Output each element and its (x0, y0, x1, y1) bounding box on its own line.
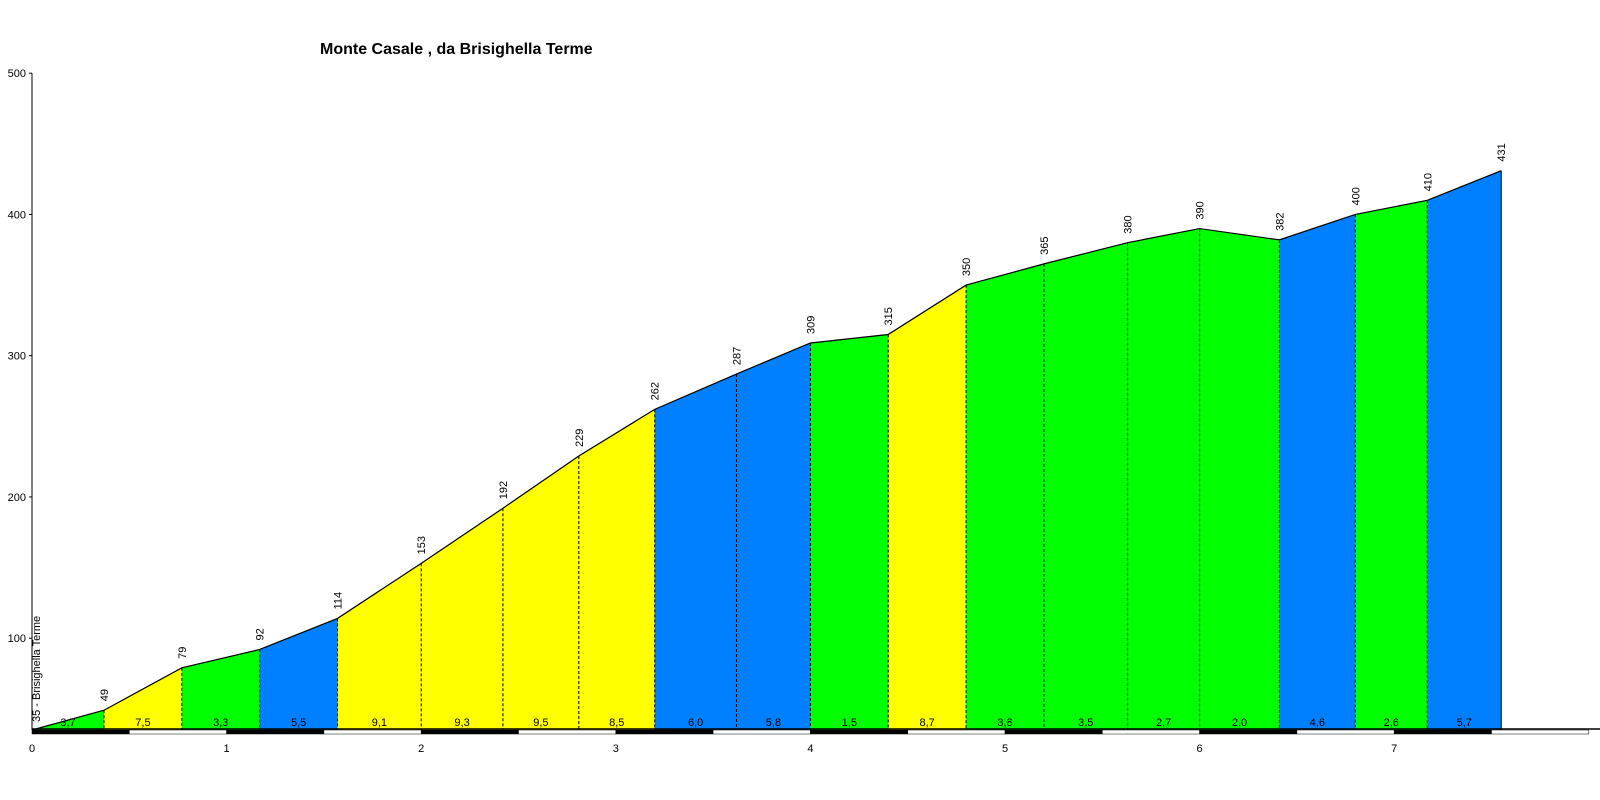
segment-fill (1127, 228, 1200, 730)
gradient-label: 3,5 (1078, 717, 1093, 729)
gradient-label: 2,6 (1384, 717, 1399, 729)
chart-title: Monte Casale , da Brisighella Terme (320, 41, 593, 58)
segment-fill (104, 667, 182, 730)
gradient-label: 7,5 (135, 717, 150, 729)
elevation-label: 365 (1039, 237, 1051, 255)
segment-fill (259, 618, 338, 730)
gradient-label: 4,6 (1310, 717, 1325, 729)
point-labels: 49 79 92 114 153 192 229 262 287 309 315 350 365 380 3… (99, 143, 1508, 701)
gradient-label: 2,7 (1156, 717, 1171, 729)
segment-fill (502, 455, 579, 730)
elevation-label: 400 (1350, 187, 1362, 205)
gradient-labels: 3,7 7,5 3,3 5,5 9,1 9,3 9,5 8,5 6,0 5,8 1,5 8,7 3,8 3… (60, 717, 1472, 729)
y-tick-label: 300 (8, 351, 26, 363)
segment-fill (810, 334, 889, 730)
km-scale-bar (31, 729, 130, 735)
segment-fill (888, 285, 967, 730)
gradient-label: 8,7 (920, 717, 935, 729)
elevation-label: 431 (1496, 143, 1508, 161)
gradient-label: 9,5 (533, 717, 548, 729)
km-scale-bar (1199, 729, 1298, 735)
gradient-label: 3,7 (60, 717, 75, 729)
km-scale-bar (1296, 729, 1395, 735)
segment-dividers (103, 200, 1428, 730)
km-scale-bar (1102, 729, 1200, 735)
elevation-label: 49 (99, 689, 111, 701)
x-tick-label: 4 (807, 743, 813, 755)
x-tick-label: 3 (613, 743, 619, 755)
elevation-label: 79 (177, 647, 189, 659)
segment-fill (1427, 170, 1502, 730)
segment-fill (337, 563, 422, 730)
elevation-label: 262 (650, 382, 662, 400)
elevation-label: 229 (574, 429, 586, 447)
y-tick-label: 500 (8, 68, 26, 80)
x-tick-label: 7 (1391, 743, 1397, 755)
x-tick-label: 2 (418, 743, 424, 755)
gradient-label: 9,1 (372, 717, 387, 729)
x-tick-label: 0 (29, 743, 35, 755)
km-scale-bar (712, 729, 811, 735)
elevation-label: 114 (333, 592, 345, 610)
segment-fill (421, 508, 503, 730)
elevation-label: 315 (883, 307, 895, 325)
gradient-label: 5,5 (291, 717, 306, 729)
km-scale-bar (323, 729, 422, 735)
elevation-label: 192 (498, 481, 510, 499)
elevation-label: 92 (255, 628, 267, 640)
elevation-label: 153 (416, 536, 428, 554)
gradient-label: 6,0 (688, 717, 703, 729)
elevation-label: 410 (1422, 173, 1434, 191)
start-label: 35 - Brisighella Terme (31, 616, 43, 722)
profile-line (31, 170, 1502, 731)
y-tick-label: 100 (8, 633, 26, 645)
gradient-label: 1,5 (842, 717, 857, 729)
gradient-label: 8,5 (609, 717, 624, 729)
segment-fill (181, 649, 260, 730)
elevation-label: 380 (1123, 215, 1135, 233)
km-scale-bar (1393, 729, 1492, 735)
km-scale-bar (907, 729, 1006, 735)
km-scale-bar (420, 729, 519, 735)
elevation-label: 390 (1195, 201, 1207, 219)
x-tick-label: 5 (1002, 743, 1008, 755)
segment-fill (736, 342, 811, 730)
y-tick-label: 200 (8, 492, 26, 504)
km-scale-bar (1004, 729, 1103, 735)
km-scale-bar (518, 729, 617, 735)
segment-fill (1043, 242, 1128, 730)
km-scale-bar (615, 729, 714, 735)
segment-fill (654, 374, 737, 730)
gradient-label: 9,3 (454, 717, 469, 729)
segment-fill (1355, 200, 1428, 730)
km-scale-bar (226, 729, 325, 735)
gradient-label: 5,8 (766, 717, 781, 729)
elevation-label: 309 (805, 316, 817, 334)
km-scale-bar (810, 729, 908, 735)
elevation-label: 350 (961, 258, 973, 276)
axes: 100 200 300 400 500 0 1 2 3 4 5 6 7 (8, 68, 1600, 755)
x-tick-label: 1 (224, 743, 230, 755)
x-tick-label: 6 (1197, 743, 1203, 755)
segment-fill (578, 409, 655, 730)
segment-fill (1199, 228, 1280, 730)
gradient-label: 3,8 (997, 717, 1012, 729)
gradient-label: 3,3 (213, 717, 228, 729)
km-scale-bar (129, 729, 227, 735)
y-tick-label: 400 (8, 209, 26, 221)
segment-fill (1279, 214, 1356, 730)
elevation-label: 382 (1274, 213, 1286, 231)
profile-outline (31, 170, 1502, 731)
gradient-label: 5,7 (1457, 717, 1472, 729)
gradient-label: 2,0 (1232, 717, 1247, 729)
segment-fill (966, 263, 1044, 730)
km-scale-bar (1491, 729, 1590, 735)
elevation-label: 287 (731, 347, 743, 365)
segment-fills (32, 170, 1502, 730)
